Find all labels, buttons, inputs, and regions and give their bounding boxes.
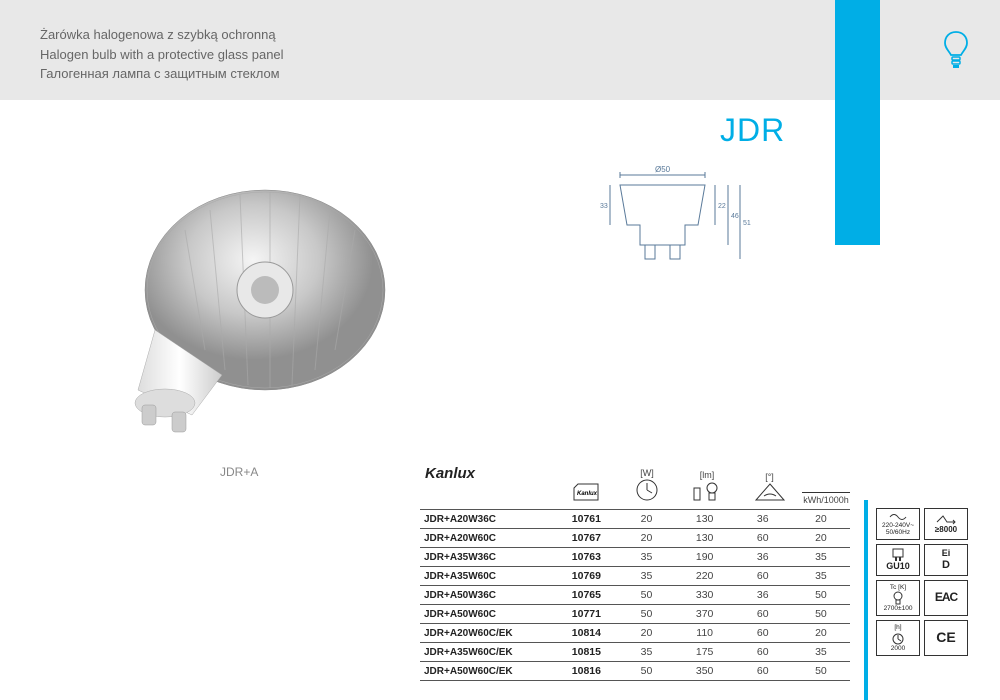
cell-code: 10765 xyxy=(555,586,617,605)
cell-kwh: 20 xyxy=(792,624,850,643)
header-description: Żarówka halogenowa z szybką ochronną Hal… xyxy=(40,25,284,84)
cell-watt: 20 xyxy=(617,529,675,548)
badge-eac: EAC xyxy=(924,580,968,616)
table-row: JDR+A35W60C/EK10815351756035 xyxy=(420,643,850,662)
cell-code: 10763 xyxy=(555,548,617,567)
table-row: JDR+A20W60C10767201306020 xyxy=(420,529,850,548)
cell-lumen: 110 xyxy=(676,624,734,643)
cell-lumen: 370 xyxy=(676,605,734,624)
cell-code: 10767 xyxy=(555,529,617,548)
cell-lumen: 130 xyxy=(676,529,734,548)
col-energy: kWh/1000h xyxy=(802,492,850,505)
cell-name: JDR+A50W60C xyxy=(420,605,555,624)
technical-drawing: Ø50 33 22 46 51 xyxy=(590,160,760,270)
cell-watt: 35 xyxy=(617,567,675,586)
cell-watt: 50 xyxy=(617,605,675,624)
cell-lumen: 130 xyxy=(676,510,734,529)
accent-bar xyxy=(835,0,880,245)
badge-ce: CE xyxy=(924,620,968,656)
cell-angle: 60 xyxy=(734,567,792,586)
cell-lumen: 190 xyxy=(676,548,734,567)
dim-h3: 46 xyxy=(731,213,739,220)
cell-code: 10815 xyxy=(555,643,617,662)
cell-name: JDR+A35W60C xyxy=(420,567,555,586)
cell-code: 10761 xyxy=(555,510,617,529)
cell-kwh: 20 xyxy=(792,510,850,529)
table-row: JDR+A35W36C10763351903635 xyxy=(420,548,850,567)
cell-lumen: 330 xyxy=(676,586,734,605)
cell-name: JDR+A35W60C/EK xyxy=(420,643,555,662)
header-line-ru: Галогенная лампа с защитным стеклом xyxy=(40,64,284,84)
col-lumen: [lm] xyxy=(677,470,737,505)
cell-lumen: 350 xyxy=(676,662,734,681)
badge-lifetime: [h] 2000 xyxy=(876,620,920,656)
cell-watt: 35 xyxy=(617,548,675,567)
badge-energy-class: Ei D xyxy=(924,544,968,576)
cell-kwh: 50 xyxy=(792,662,850,681)
dim-diameter: Ø50 xyxy=(655,165,671,174)
badge-switch-cycles: ≥8000 xyxy=(924,508,968,540)
cell-watt: 20 xyxy=(617,510,675,529)
dim-h4: 51 xyxy=(743,220,751,227)
table-row: JDR+A20W36C10761201303620 xyxy=(420,510,850,529)
dim-h2: 22 xyxy=(718,203,726,210)
spec-table-area: Kanlux Kanlux [W] [lm] [°] kWh/1000h JDR… xyxy=(420,455,850,681)
product-image-label: JDR+A xyxy=(220,465,258,479)
cell-angle: 60 xyxy=(734,662,792,681)
bulb-icon xyxy=(942,30,970,70)
badge-grid: 220-240V~ 50/60Hz ≥8000 GU10 Ei D Tc [K]… xyxy=(876,508,972,656)
cell-name: JDR+A50W60C/EK xyxy=(420,662,555,681)
cell-angle: 36 xyxy=(734,586,792,605)
cell-watt: 50 xyxy=(617,662,675,681)
cell-lumen: 220 xyxy=(676,567,734,586)
cell-angle: 60 xyxy=(734,605,792,624)
cell-angle: 60 xyxy=(734,529,792,548)
cell-kwh: 35 xyxy=(792,643,850,662)
brand-label: Kanlux xyxy=(425,465,475,482)
cell-kwh: 35 xyxy=(792,567,850,586)
cell-kwh: 50 xyxy=(792,605,850,624)
table-row: JDR+A50W60C10771503706050 xyxy=(420,605,850,624)
cell-kwh: 35 xyxy=(792,548,850,567)
table-row: JDR+A50W60C/EK10816503506050 xyxy=(420,662,850,681)
cell-angle: 60 xyxy=(734,624,792,643)
cell-kwh: 50 xyxy=(792,586,850,605)
cell-watt: 35 xyxy=(617,643,675,662)
column-headers: Kanlux [W] [lm] [°] kWh/1000h xyxy=(420,455,850,505)
cell-code: 10814 xyxy=(555,624,617,643)
dim-h1: 33 xyxy=(600,203,608,210)
badge-accent-rule xyxy=(864,500,868,700)
cell-code: 10771 xyxy=(555,605,617,624)
spec-table: JDR+A20W36C10761201303620JDR+A20W60C1076… xyxy=(420,509,850,681)
header-line-pl: Żarówka halogenowa z szybką ochronną xyxy=(40,25,284,45)
table-row: JDR+A20W60C/EK10814201106020 xyxy=(420,624,850,643)
badge-color-temp: Tc [K] 2700±100 xyxy=(876,580,920,616)
col-watt: [W] xyxy=(617,468,677,505)
product-image xyxy=(90,160,400,460)
cell-name: JDR+A20W60C xyxy=(420,529,555,548)
svg-text:Kanlux: Kanlux xyxy=(577,491,598,497)
badge-voltage: 220-240V~ 50/60Hz xyxy=(876,508,920,540)
col-code-icon: Kanlux xyxy=(555,482,617,505)
cell-lumen: 175 xyxy=(676,643,734,662)
cell-kwh: 20 xyxy=(792,529,850,548)
cell-name: JDR+A20W36C xyxy=(420,510,555,529)
table-row: JDR+A50W36C10765503303650 xyxy=(420,586,850,605)
header-line-en: Halogen bulb with a protective glass pan… xyxy=(40,45,284,65)
cell-angle: 36 xyxy=(734,548,792,567)
cell-watt: 50 xyxy=(617,586,675,605)
cell-code: 10816 xyxy=(555,662,617,681)
table-row: JDR+A35W60C10769352206035 xyxy=(420,567,850,586)
cell-angle: 60 xyxy=(734,643,792,662)
badge-socket: GU10 xyxy=(876,544,920,576)
cell-name: JDR+A35W36C xyxy=(420,548,555,567)
cell-name: JDR+A20W60C/EK xyxy=(420,624,555,643)
product-title: JDR xyxy=(720,112,785,149)
cell-name: JDR+A50W36C xyxy=(420,586,555,605)
cell-code: 10769 xyxy=(555,567,617,586)
col-angle: [°] xyxy=(737,472,802,505)
cell-watt: 20 xyxy=(617,624,675,643)
cell-angle: 36 xyxy=(734,510,792,529)
